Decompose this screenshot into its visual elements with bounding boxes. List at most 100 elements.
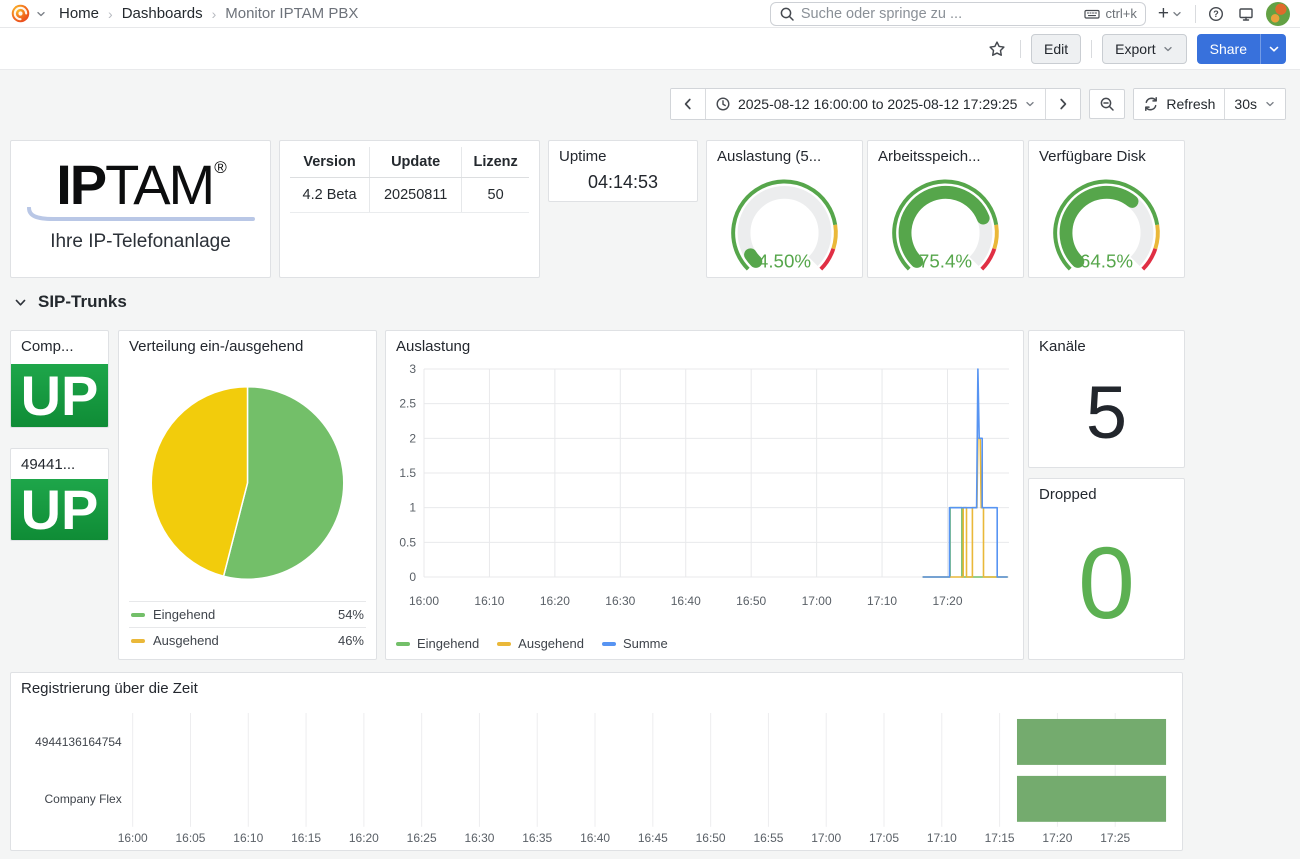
brand-rest: TAM [105,157,213,213]
timeline-row-label: Company Flex [45,792,122,806]
legend-item-ausgehend[interactable]: Ausgehend 46% [129,627,366,653]
grafana-logo-button[interactable] [8,3,49,24]
x-axis-tick-label: 16:45 [638,831,668,845]
time-range-label: 2025-08-12 16:00:00 to 2025-08-12 17:29:… [738,96,1017,112]
breadcrumb-dashboards[interactable]: Dashboards [122,5,203,22]
zoom-out-button[interactable] [1089,89,1125,119]
panel-title[interactable]: Auslastung (5... [707,141,862,169]
panel-title[interactable]: Kanäle [1029,331,1184,359]
user-avatar[interactable] [1266,2,1290,26]
breadcrumb-home[interactable]: Home [59,5,99,22]
panel-title[interactable]: Uptime [549,141,697,169]
panel-dropped: Dropped 0 [1028,478,1185,660]
breadcrumb-current-page: Monitor IPTAM PBX [225,5,358,22]
x-axis-tick-label: 16:10 [233,831,263,845]
panel-title[interactable]: Dropped [1029,479,1184,507]
share-menu-button[interactable] [1260,34,1286,64]
legend-swatch [602,642,616,646]
edit-button[interactable]: Edit [1031,34,1081,64]
chevron-down-icon [1264,98,1276,110]
y-axis-tick-label: 3 [409,362,416,376]
refresh-interval-button[interactable]: 30s [1224,89,1285,119]
x-axis-tick-label: 16:05 [176,831,206,845]
panel-uptime: Uptime 04:14:53 [548,140,698,202]
timeseries-chart[interactable]: 00.511.522.5316:0016:1016:2016:3016:4016… [386,359,1023,613]
favorite-button[interactable] [984,36,1010,62]
x-axis-tick-label: 16:00 [409,594,439,608]
legend-swatch [131,613,145,617]
gauge-value-label: 64.5% [1080,251,1133,272]
gauge-threshold-arc [1155,225,1158,249]
dashboard-canvas: 2025-08-12 16:00:00 to 2025-08-12 17:29:… [0,70,1300,859]
dashboard-toolbar: Edit Export Share [0,28,1300,70]
legend-item-eingehend[interactable]: Eingehend [396,636,479,651]
panel-title[interactable]: Comp... [11,331,108,359]
chevron-down-icon [1024,98,1036,110]
panel-pie-verteilung: Verteilung ein-/ausgehend Eingehend 54% … [118,330,377,660]
panel-title[interactable]: Verfügbare Disk [1029,141,1184,169]
panel-timeseries-auslastung: Auslastung 00.511.522.5316:0016:1016:201… [385,330,1024,660]
chevron-right-icon [1055,96,1071,112]
state-timeline-chart[interactable]: 16:0016:0516:1016:1516:2016:2516:3016:35… [11,701,1182,850]
grafana-logo-icon [10,3,31,24]
trunk-status-up: UP [11,479,108,540]
panel-registrierung-timeline: Registrierung über die Zeit 16:00 16:05 16… [10,672,1183,851]
x-axis-tick-label: 17:20 [932,594,962,608]
search-box[interactable]: ctrl+k [770,2,1146,26]
registered-mark: ® [214,159,225,176]
section-sip-trunks[interactable]: SIP-Trunks [14,292,127,312]
legend-item-summe[interactable]: Summe [602,636,668,651]
add-new-button[interactable]: + [1156,2,1185,25]
status-value: UP [21,368,99,424]
share-split-button: Share [1197,34,1286,64]
panel-title[interactable]: Auslastung [386,331,1023,359]
timeline-row-label: 4944136164754 [35,735,122,749]
x-axis-tick-label: 17:10 [867,594,897,608]
top-nav: Home › Dashboards › Monitor IPTAM PBX ct… [0,0,1300,28]
kiosk-mode-button[interactable] [1236,4,1256,24]
x-axis-tick-label: 16:10 [474,594,504,608]
gauge-chart: 75.4% [868,169,1023,273]
kanaele-value: 5 [1029,359,1184,467]
time-shift-back-button[interactable] [671,89,705,119]
shortcut-text: ctrl+k [1105,6,1136,21]
legend-value: 54% [338,607,364,622]
panel-title[interactable]: Registrierung über die Zeit [11,673,1182,701]
gauge-chart: 64.5% [1029,169,1184,273]
legend-label: Eingehend [153,607,215,622]
refresh-button[interactable]: Refresh [1134,89,1224,119]
panel-title[interactable]: Verteilung ein-/ausgehend [119,331,376,359]
panel-trunk-company: Comp... UP [10,330,109,428]
chevron-down-icon [35,8,47,20]
zoom-out-icon [1099,96,1115,112]
export-button[interactable]: Export [1102,34,1186,64]
time-picker-group: 2025-08-12 16:00:00 to 2025-08-12 17:29:… [670,88,1081,120]
share-button[interactable]: Share [1197,34,1260,64]
breadcrumb: Home › Dashboards › Monitor IPTAM PBX [59,5,358,22]
x-axis-tick-label: 16:25 [407,831,437,845]
legend-label: Summe [623,636,668,651]
panel-iptam-logo: IPTAM® Ihre IP-Telefonanlage [10,140,271,278]
y-axis-tick-label: 0 [409,570,416,584]
search-input[interactable] [801,6,1079,22]
gauge-value-label: 4.50% [758,251,811,272]
panel-title[interactable]: Arbeitsspeich... [868,141,1023,169]
chevron-down-icon [1171,8,1183,20]
timeline-bar [1017,719,1166,765]
section-title: SIP-Trunks [38,292,127,312]
x-axis-tick-label: 16:00 [118,831,148,845]
x-axis-tick-label: 17:10 [927,831,957,845]
legend-item-ausgehend[interactable]: Ausgehend [497,636,584,651]
time-shift-forward-button[interactable] [1045,89,1080,119]
clock-icon [715,96,731,112]
panel-gauge-arbeitsspeicher: Arbeitsspeich... 75.4% [867,140,1024,278]
legend-swatch [396,642,410,646]
x-axis-tick-label: 17:25 [1100,831,1130,845]
time-range-button[interactable]: 2025-08-12 16:00:00 to 2025-08-12 17:29:… [705,89,1045,119]
keyboard-icon [1084,6,1100,22]
export-label: Export [1115,41,1155,57]
help-button[interactable]: ? [1206,4,1226,24]
legend-item-eingehend[interactable]: Eingehend 54% [129,601,366,627]
panel-title[interactable]: 49441... [11,449,108,477]
x-axis-tick-label: 17:20 [1042,831,1072,845]
